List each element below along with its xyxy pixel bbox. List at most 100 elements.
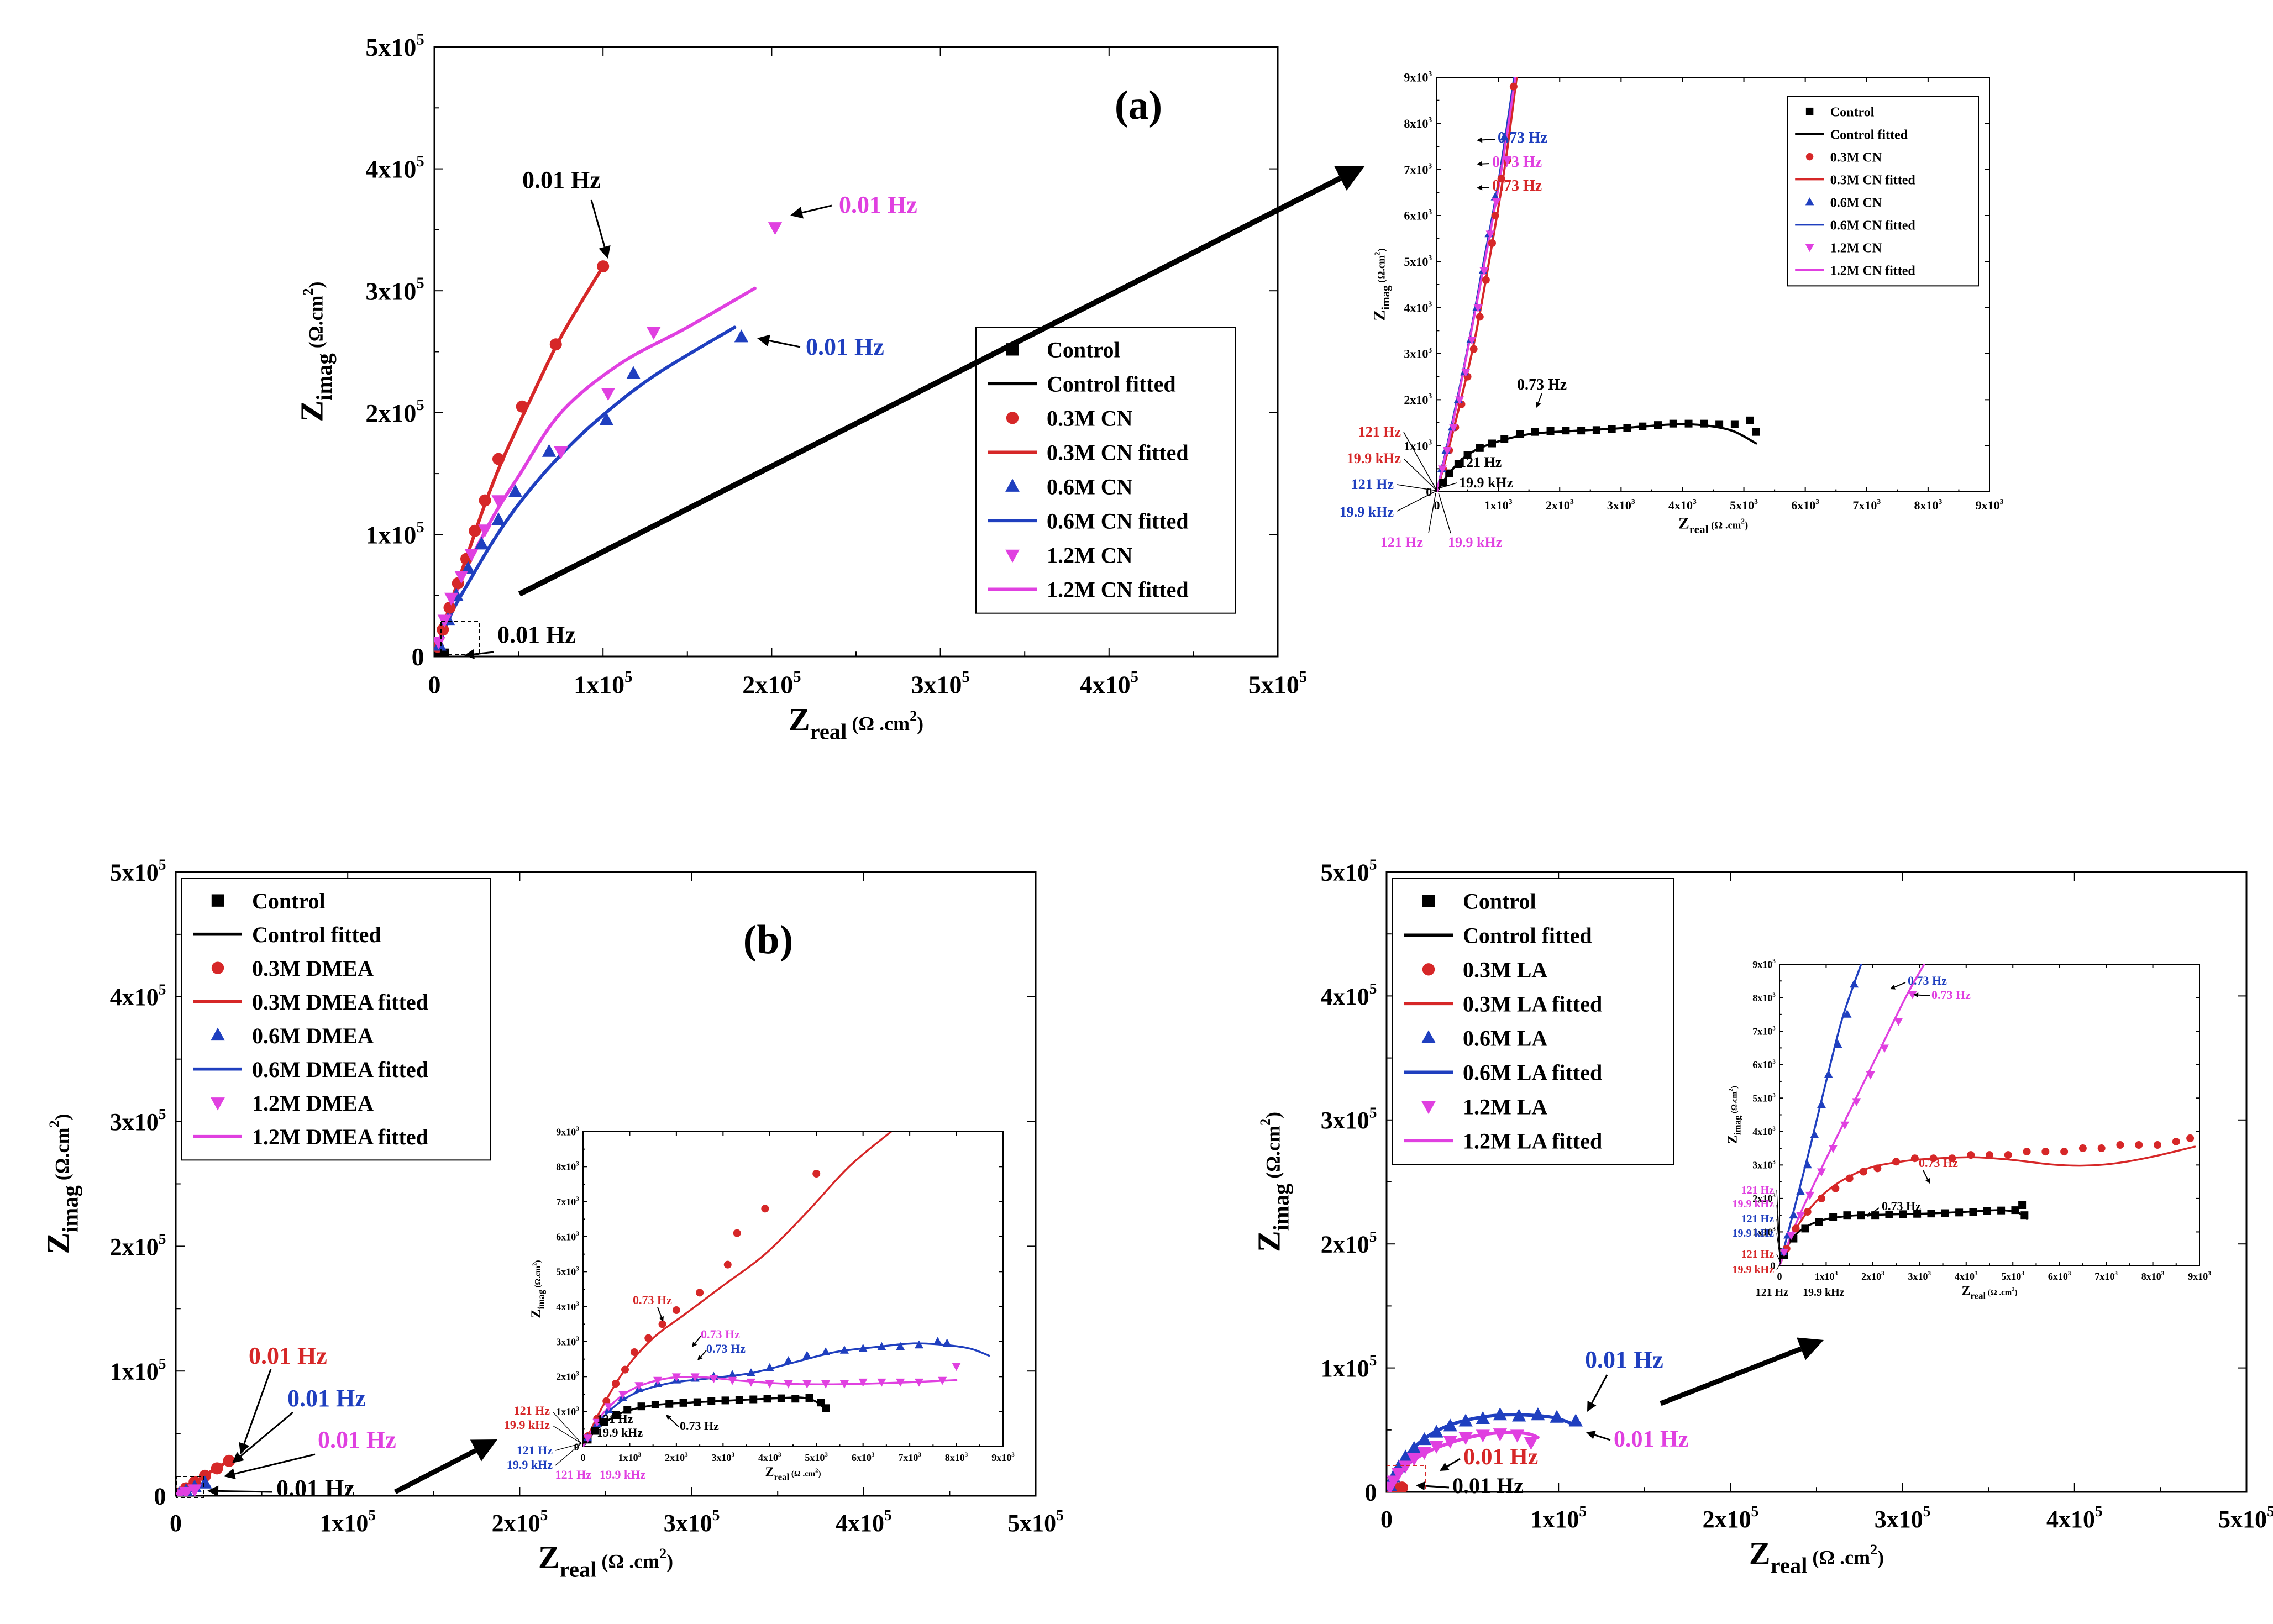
data-point xyxy=(1829,1213,1838,1221)
legend-label: Control fitted xyxy=(1830,128,1908,142)
x-tick-label: 3x103 xyxy=(1607,497,1635,512)
arrow-head xyxy=(1477,137,1483,143)
legend-label: 1.2M CN fitted xyxy=(1830,264,1916,278)
data-point xyxy=(1850,979,1859,988)
data-point xyxy=(696,1289,704,1297)
legend-a xyxy=(975,327,1236,614)
data-point xyxy=(728,1376,737,1385)
data-point xyxy=(491,512,506,525)
data-point xyxy=(1443,1436,1457,1449)
data-point xyxy=(734,329,749,343)
data-point xyxy=(2023,1148,2031,1156)
arrow-head xyxy=(666,1415,671,1420)
data-point xyxy=(802,1380,812,1389)
data-point xyxy=(1467,337,1477,345)
arrow-head xyxy=(1535,401,1541,408)
data-point xyxy=(542,444,557,457)
data-point xyxy=(469,524,481,537)
arrow-head xyxy=(1586,1431,1596,1439)
y-tick-label: 3x103 xyxy=(1752,1159,1776,1171)
arrow-head xyxy=(470,1439,497,1462)
data-point xyxy=(1880,1044,1889,1053)
data-point xyxy=(1824,1070,1833,1078)
annotation: 121 Hz xyxy=(514,1404,550,1417)
annotation: 0.73 Hz xyxy=(1517,376,1567,393)
data-point xyxy=(637,1402,645,1411)
x-tick-label: 0 xyxy=(1434,498,1440,512)
x-tick-label: 3x105 xyxy=(911,669,969,699)
data-point xyxy=(602,1397,611,1405)
arrow-head xyxy=(599,245,611,259)
legend-label: Control xyxy=(1830,105,1875,119)
arrow-shaft xyxy=(1482,187,1490,188)
annotation: 19.9 kHz xyxy=(1732,1227,1774,1239)
arrow-head xyxy=(464,649,475,659)
annotation: 0.73 Hz xyxy=(706,1342,746,1355)
data-point xyxy=(630,1348,638,1356)
data-point xyxy=(492,453,505,465)
data-point xyxy=(1829,1145,1838,1153)
annotation-a-magenta: 0.01 Hz xyxy=(839,191,917,218)
data-point xyxy=(1443,1418,1457,1432)
arrow-head xyxy=(697,1355,703,1360)
data-point xyxy=(1488,439,1496,448)
data-point xyxy=(1639,422,1647,430)
data-point xyxy=(914,1378,924,1387)
data-point xyxy=(1608,425,1616,433)
y-tick-label: 2x103 xyxy=(1752,1192,1776,1204)
x-tick-label: 8x103 xyxy=(1914,497,1942,512)
x-tick-label: 0 xyxy=(170,1510,182,1537)
y-axis-title: Zimag (Ω.cm2) xyxy=(1251,1112,1293,1252)
arrow-head xyxy=(1477,161,1483,167)
y-tick-label: 6x103 xyxy=(556,1231,579,1242)
data-point xyxy=(1801,1224,1809,1233)
annotation: 121 Hz xyxy=(1380,534,1423,550)
x-tick-label: 8x103 xyxy=(2141,1270,2165,1282)
y-tick-label: 2x105 xyxy=(365,397,424,427)
legend-label: 1.2M LA xyxy=(1463,1095,1547,1120)
data-layer xyxy=(1437,77,1760,492)
data-point xyxy=(784,1380,793,1389)
data-point xyxy=(1908,991,1917,1000)
data-point xyxy=(618,1391,627,1399)
data-point xyxy=(1843,1211,1851,1220)
x-tick-label: 4x103 xyxy=(1955,1270,1978,1282)
arrow-shaft xyxy=(1923,1170,1928,1180)
x-tick-label: 0 xyxy=(1380,1506,1393,1533)
x-tick-label: 2x103 xyxy=(1861,1270,1884,1282)
data-point xyxy=(896,1342,905,1350)
y-tick-label: 1x103 xyxy=(556,1406,579,1417)
data-point xyxy=(1805,1191,1814,1200)
data-point xyxy=(612,1411,620,1419)
data-point xyxy=(709,1375,718,1384)
x-tick-label: 1x103 xyxy=(1484,497,1513,512)
data-point xyxy=(1941,1209,1949,1217)
data-point xyxy=(1817,1100,1826,1108)
data-point xyxy=(914,1340,924,1349)
legend-label: Control xyxy=(1463,889,1536,914)
arrow-head xyxy=(1416,1481,1425,1491)
data-point xyxy=(1866,1071,1875,1080)
data-point xyxy=(707,1397,716,1405)
arrow-head xyxy=(1797,1337,1824,1360)
arrow-shaft xyxy=(769,339,801,348)
data-point xyxy=(1455,396,1464,405)
leader-line xyxy=(552,1411,582,1444)
legend-marker xyxy=(1805,244,1814,253)
data-point xyxy=(1840,1121,1850,1130)
arrow-head xyxy=(1587,1400,1597,1412)
panel-label: (a) xyxy=(1115,83,1162,128)
data-point xyxy=(1550,1410,1564,1423)
leader-line xyxy=(552,1425,582,1444)
data-point xyxy=(777,1394,785,1402)
arrow-shaft xyxy=(1482,139,1495,141)
chart-a: 0 1x105 2x105 3x105 4x105 5x105 0 1x105 2x105 3x1… xyxy=(294,31,1365,744)
y-tick-label: 5x105 xyxy=(365,31,424,61)
x-axis-title: Zreal (Ω .cm2) xyxy=(538,1539,673,1582)
x-tick-label: 4x103 xyxy=(758,1452,781,1463)
annotation: 19.9 kHz xyxy=(504,1418,550,1432)
data-point xyxy=(1592,426,1600,434)
y-tick-label: 4x103 xyxy=(556,1301,579,1312)
legend-label: 0.3M DMEA fitted xyxy=(252,990,428,1015)
